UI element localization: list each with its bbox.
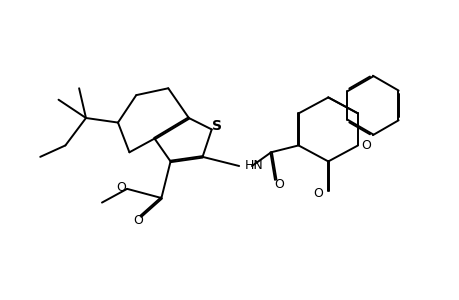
Text: O: O bbox=[360, 139, 370, 152]
Text: O: O bbox=[117, 181, 126, 194]
Text: S: S bbox=[212, 119, 222, 133]
Text: O: O bbox=[313, 187, 323, 200]
Text: HN: HN bbox=[244, 159, 263, 172]
Text: O: O bbox=[133, 214, 143, 227]
Text: O: O bbox=[274, 178, 284, 191]
